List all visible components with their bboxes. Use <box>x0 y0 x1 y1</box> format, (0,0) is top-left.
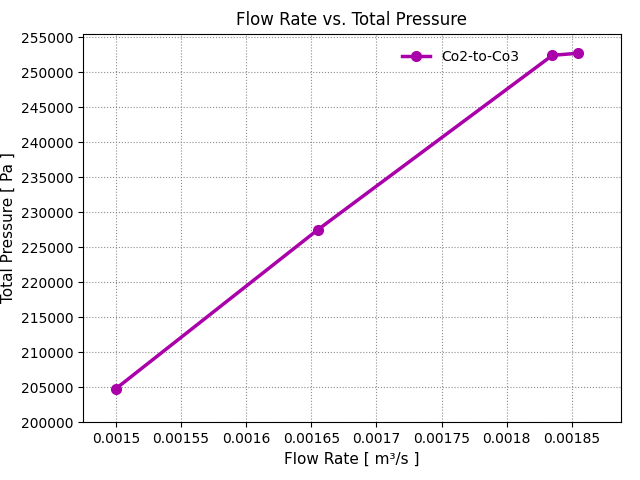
Co2-to-Co3 <box>548 52 556 58</box>
Line: Co2-to-Co3: Co2-to-Co3 <box>111 48 583 394</box>
Co2-to-Co3 <box>314 227 322 233</box>
Legend: Co2-to-Co3: Co2-to-Co3 <box>397 45 525 70</box>
Y-axis label: Total Pressure [ Pa ]: Total Pressure [ Pa ] <box>0 153 15 303</box>
X-axis label: Flow Rate [ m³/s ]: Flow Rate [ m³/s ] <box>284 452 420 467</box>
Co2-to-Co3 <box>112 386 120 392</box>
Co2-to-Co3 <box>575 50 582 56</box>
Title: Flow Rate vs. Total Pressure: Flow Rate vs. Total Pressure <box>237 11 467 29</box>
